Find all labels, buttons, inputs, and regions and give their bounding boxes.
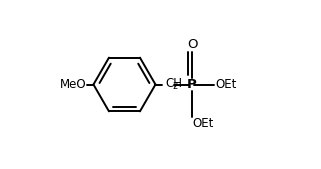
Text: O: O <box>187 38 198 51</box>
Text: OEt: OEt <box>215 78 237 91</box>
Text: MeO: MeO <box>60 78 87 91</box>
Text: P: P <box>187 78 196 91</box>
Text: 2: 2 <box>172 82 177 91</box>
Text: OEt: OEt <box>192 117 214 130</box>
Text: CH: CH <box>166 77 183 90</box>
